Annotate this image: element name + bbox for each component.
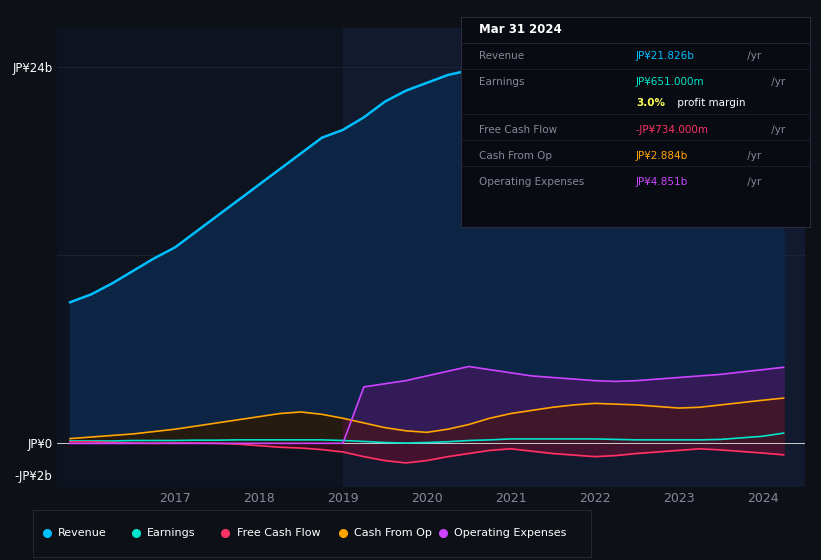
Text: Revenue: Revenue <box>58 529 107 538</box>
Text: Revenue: Revenue <box>479 51 524 61</box>
Text: Mar 31 2024: Mar 31 2024 <box>479 24 562 36</box>
Text: Cash From Op: Cash From Op <box>479 151 552 161</box>
Text: -JP¥734.000m: -JP¥734.000m <box>636 125 709 134</box>
Text: /yr: /yr <box>768 77 786 87</box>
Text: JP¥651.000m: JP¥651.000m <box>636 77 704 87</box>
Text: Free Cash Flow: Free Cash Flow <box>236 529 320 538</box>
Text: /yr: /yr <box>768 125 786 134</box>
Text: /yr: /yr <box>744 151 761 161</box>
Text: JP¥4.851b: JP¥4.851b <box>636 177 688 187</box>
Text: Operating Expenses: Operating Expenses <box>479 177 584 187</box>
Text: 3.0%: 3.0% <box>636 99 665 109</box>
Text: JP¥21.826b: JP¥21.826b <box>636 51 695 61</box>
Text: Operating Expenses: Operating Expenses <box>454 529 566 538</box>
Text: Cash From Op: Cash From Op <box>354 529 432 538</box>
Text: /yr: /yr <box>744 51 761 61</box>
Text: Free Cash Flow: Free Cash Flow <box>479 125 557 134</box>
Text: Earnings: Earnings <box>147 529 195 538</box>
Text: /yr: /yr <box>744 177 761 187</box>
Text: profit margin: profit margin <box>674 99 745 109</box>
Bar <box>343 28 805 487</box>
Text: Earnings: Earnings <box>479 77 525 87</box>
Text: JP¥2.884b: JP¥2.884b <box>636 151 688 161</box>
